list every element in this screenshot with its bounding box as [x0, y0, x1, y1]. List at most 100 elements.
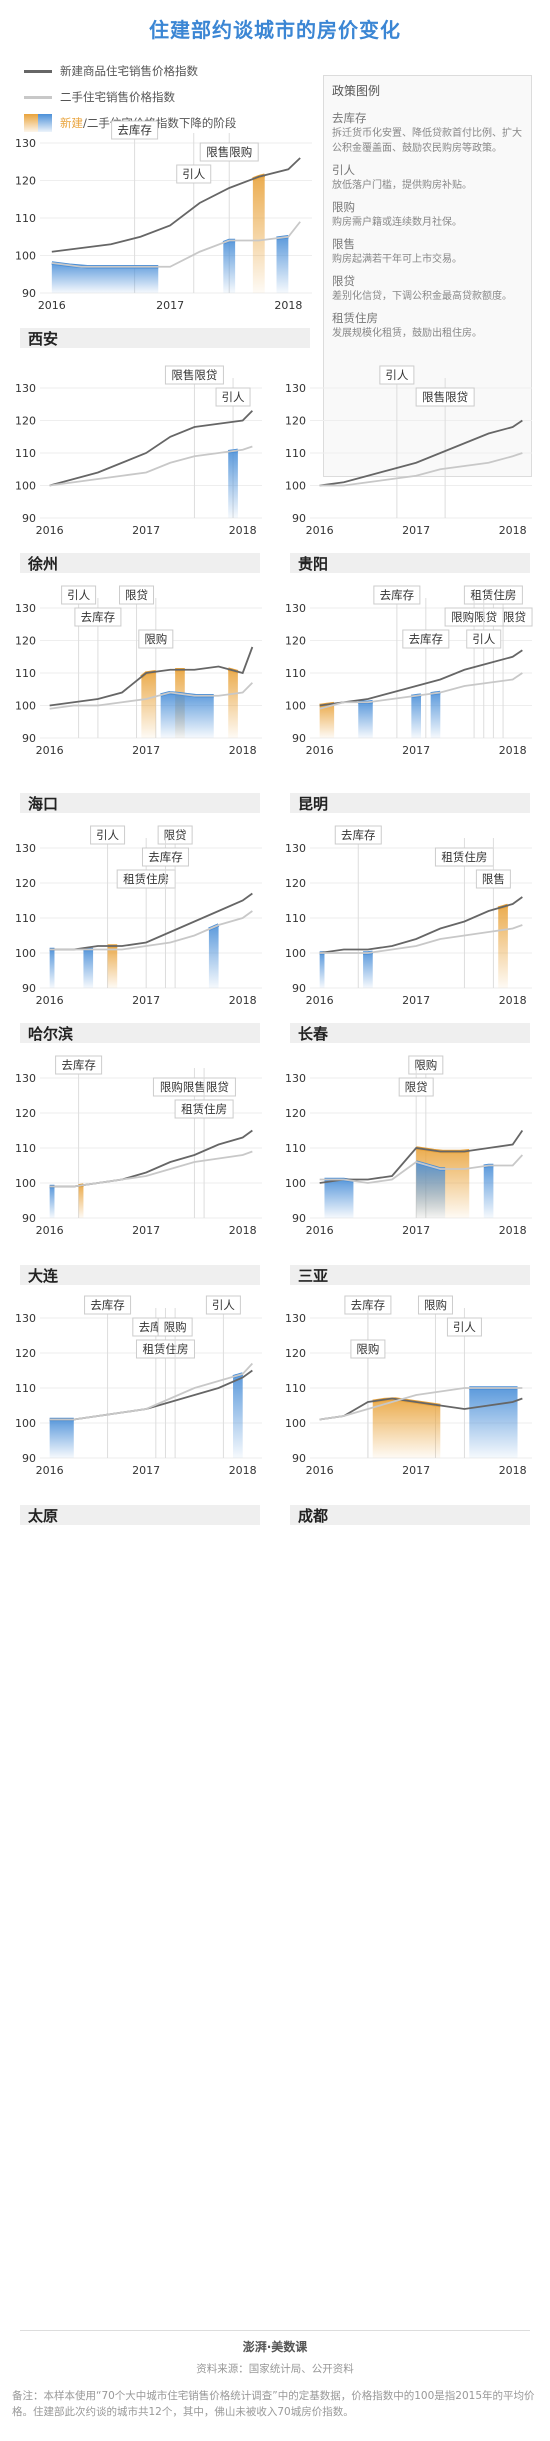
- x-tick-label: 2016: [38, 299, 66, 312]
- y-tick-label: 120: [285, 415, 306, 428]
- y-tick-label: 110: [285, 1142, 306, 1155]
- x-tick-label: 2016: [306, 994, 334, 1007]
- x-tick-label: 2017: [132, 744, 160, 757]
- policy-label: 限售限贷: [171, 368, 217, 382]
- legend-band-swatch-old: [38, 114, 52, 132]
- decline-band: [78, 1185, 84, 1218]
- y-tick-label: 100: [285, 947, 306, 960]
- city-label-bar: 徐州: [20, 553, 260, 573]
- y-tick-label: 130: [15, 602, 36, 615]
- policy-label-box: [90, 825, 126, 845]
- policy-item: 引人 放低落户门槛，提供购房补贴。: [332, 162, 524, 193]
- policy-desc: 放低落户门槛，提供购房补贴。: [332, 180, 472, 191]
- series-line-old: [319, 924, 523, 954]
- y-tick-label: 110: [15, 1142, 36, 1155]
- series-line-old: [319, 1154, 524, 1184]
- policy-label: 去库存: [148, 850, 183, 864]
- x-tick-label: 2018: [499, 1224, 527, 1237]
- decline-band: [372, 1398, 441, 1458]
- x-tick-label: 2016: [36, 1224, 64, 1237]
- series-line-new: [319, 419, 523, 487]
- policy-label: 限贷: [125, 588, 148, 602]
- city-chart: 90 100 110 120 130 2016 2017 2018 去库存 租赁住房 限售: [280, 820, 540, 1010]
- decline-band: [430, 692, 441, 738]
- policy-name: 限贷: [332, 274, 355, 288]
- city-name: 长春: [298, 1025, 329, 1043]
- y-tick-label: 90: [292, 1212, 306, 1225]
- policy-label: 去库存: [409, 632, 444, 646]
- series-line-old: [319, 452, 523, 487]
- city-label-bar: 成都: [290, 1505, 530, 1525]
- policy-label: 引人: [67, 588, 90, 602]
- legend-new: 新建商品住宅销售价格指数: [24, 58, 314, 84]
- policy-label: 租赁住房: [181, 1102, 227, 1116]
- city-label-bar: 哈尔滨: [20, 1023, 260, 1043]
- decline-band: [51, 263, 159, 293]
- decline-band: [49, 1419, 74, 1458]
- series-line-new: [319, 649, 523, 707]
- city-label-bar: 西安: [20, 328, 310, 348]
- x-tick-label: 2018: [229, 994, 257, 1007]
- policy-label: 限售限购: [206, 145, 252, 159]
- policy-label: 去库存: [380, 588, 415, 602]
- footer-source: 资料来源：国家统计局、公开资料: [196, 2363, 354, 2375]
- y-tick-label: 110: [285, 447, 306, 460]
- y-tick-label: 110: [15, 667, 36, 680]
- y-tick-label: 100: [15, 700, 36, 713]
- policy-label-box: [174, 1099, 234, 1119]
- policy-label-box: [350, 1339, 386, 1359]
- city-name: 哈尔滨: [28, 1025, 74, 1043]
- y-tick-label: 90: [292, 982, 306, 995]
- y-tick-label: 110: [285, 1382, 306, 1395]
- city-label-bar: 三亚: [290, 1265, 530, 1285]
- policy-item: 限贷差别化信贷，下调公积金最高贷款额度。: [332, 273, 524, 304]
- y-tick-label: 120: [15, 1347, 36, 1360]
- y-tick-label: 100: [285, 480, 306, 493]
- city-label-bar: 太原: [20, 1505, 260, 1525]
- series-line-old: [319, 672, 523, 710]
- x-tick-label: 2017: [132, 1464, 160, 1477]
- footer-note: 备注：本样本使用“70个大中城市住宅销售价格统计调查”中的定基数据，价格指数中的…: [12, 2390, 535, 2418]
- policy-desc: 差别化信贷，下调公积金最高贷款额度。: [332, 291, 512, 302]
- y-tick-label: 130: [15, 842, 36, 855]
- x-tick-label: 2016: [36, 1464, 64, 1477]
- y-tick-label: 120: [15, 1107, 36, 1120]
- legend-old: 二手住宅销售价格指数: [24, 84, 314, 110]
- series-line-new: [51, 157, 301, 253]
- footer-logo: 澎湃·美数课: [242, 2340, 308, 2354]
- policy-label: 引人: [222, 390, 245, 404]
- policy-label-box: [55, 1055, 103, 1075]
- policy-name: 租赁住房: [332, 311, 378, 325]
- y-tick-label: 120: [285, 877, 306, 890]
- x-tick-label: 2016: [36, 994, 64, 1007]
- city-chart: 90 100 110 120 130 2016 2017 2018 去库存 限购限售限贷 租赁住房: [10, 1050, 270, 1240]
- x-tick-label: 2016: [36, 744, 64, 757]
- policy-label: 引人: [472, 632, 495, 646]
- policy-label-box: [176, 164, 212, 184]
- y-tick-label: 130: [285, 1072, 306, 1085]
- decline-band: [319, 703, 335, 738]
- policy-label: 去库存: [351, 1298, 386, 1312]
- policy-label-box: [138, 629, 174, 649]
- policy-label: 租赁住房: [470, 588, 516, 602]
- series-line-old: [49, 1150, 253, 1188]
- policy-label: 租赁住房: [441, 850, 487, 864]
- policy-label-box: [152, 1077, 236, 1097]
- city-label-bar: 长春: [290, 1023, 530, 1043]
- y-tick-label: 130: [285, 382, 306, 395]
- policy-label-box: [408, 1055, 444, 1075]
- policy-label: 去库存: [61, 1058, 96, 1072]
- policy-label-box: [61, 585, 97, 605]
- x-tick-label: 2018: [229, 524, 257, 537]
- decline-band: [469, 1388, 518, 1458]
- policy-label: 引人: [212, 1298, 235, 1312]
- city-label-bar: 贵阳: [290, 553, 530, 573]
- policy-label: 限售限贷: [422, 390, 468, 404]
- policy-label-box: [135, 1339, 195, 1359]
- y-tick-label: 110: [15, 1382, 36, 1395]
- city-name: 三亚: [298, 1267, 329, 1285]
- decline-band: [208, 925, 219, 988]
- decline-band: [319, 953, 325, 988]
- y-tick-label: 90: [22, 1452, 36, 1465]
